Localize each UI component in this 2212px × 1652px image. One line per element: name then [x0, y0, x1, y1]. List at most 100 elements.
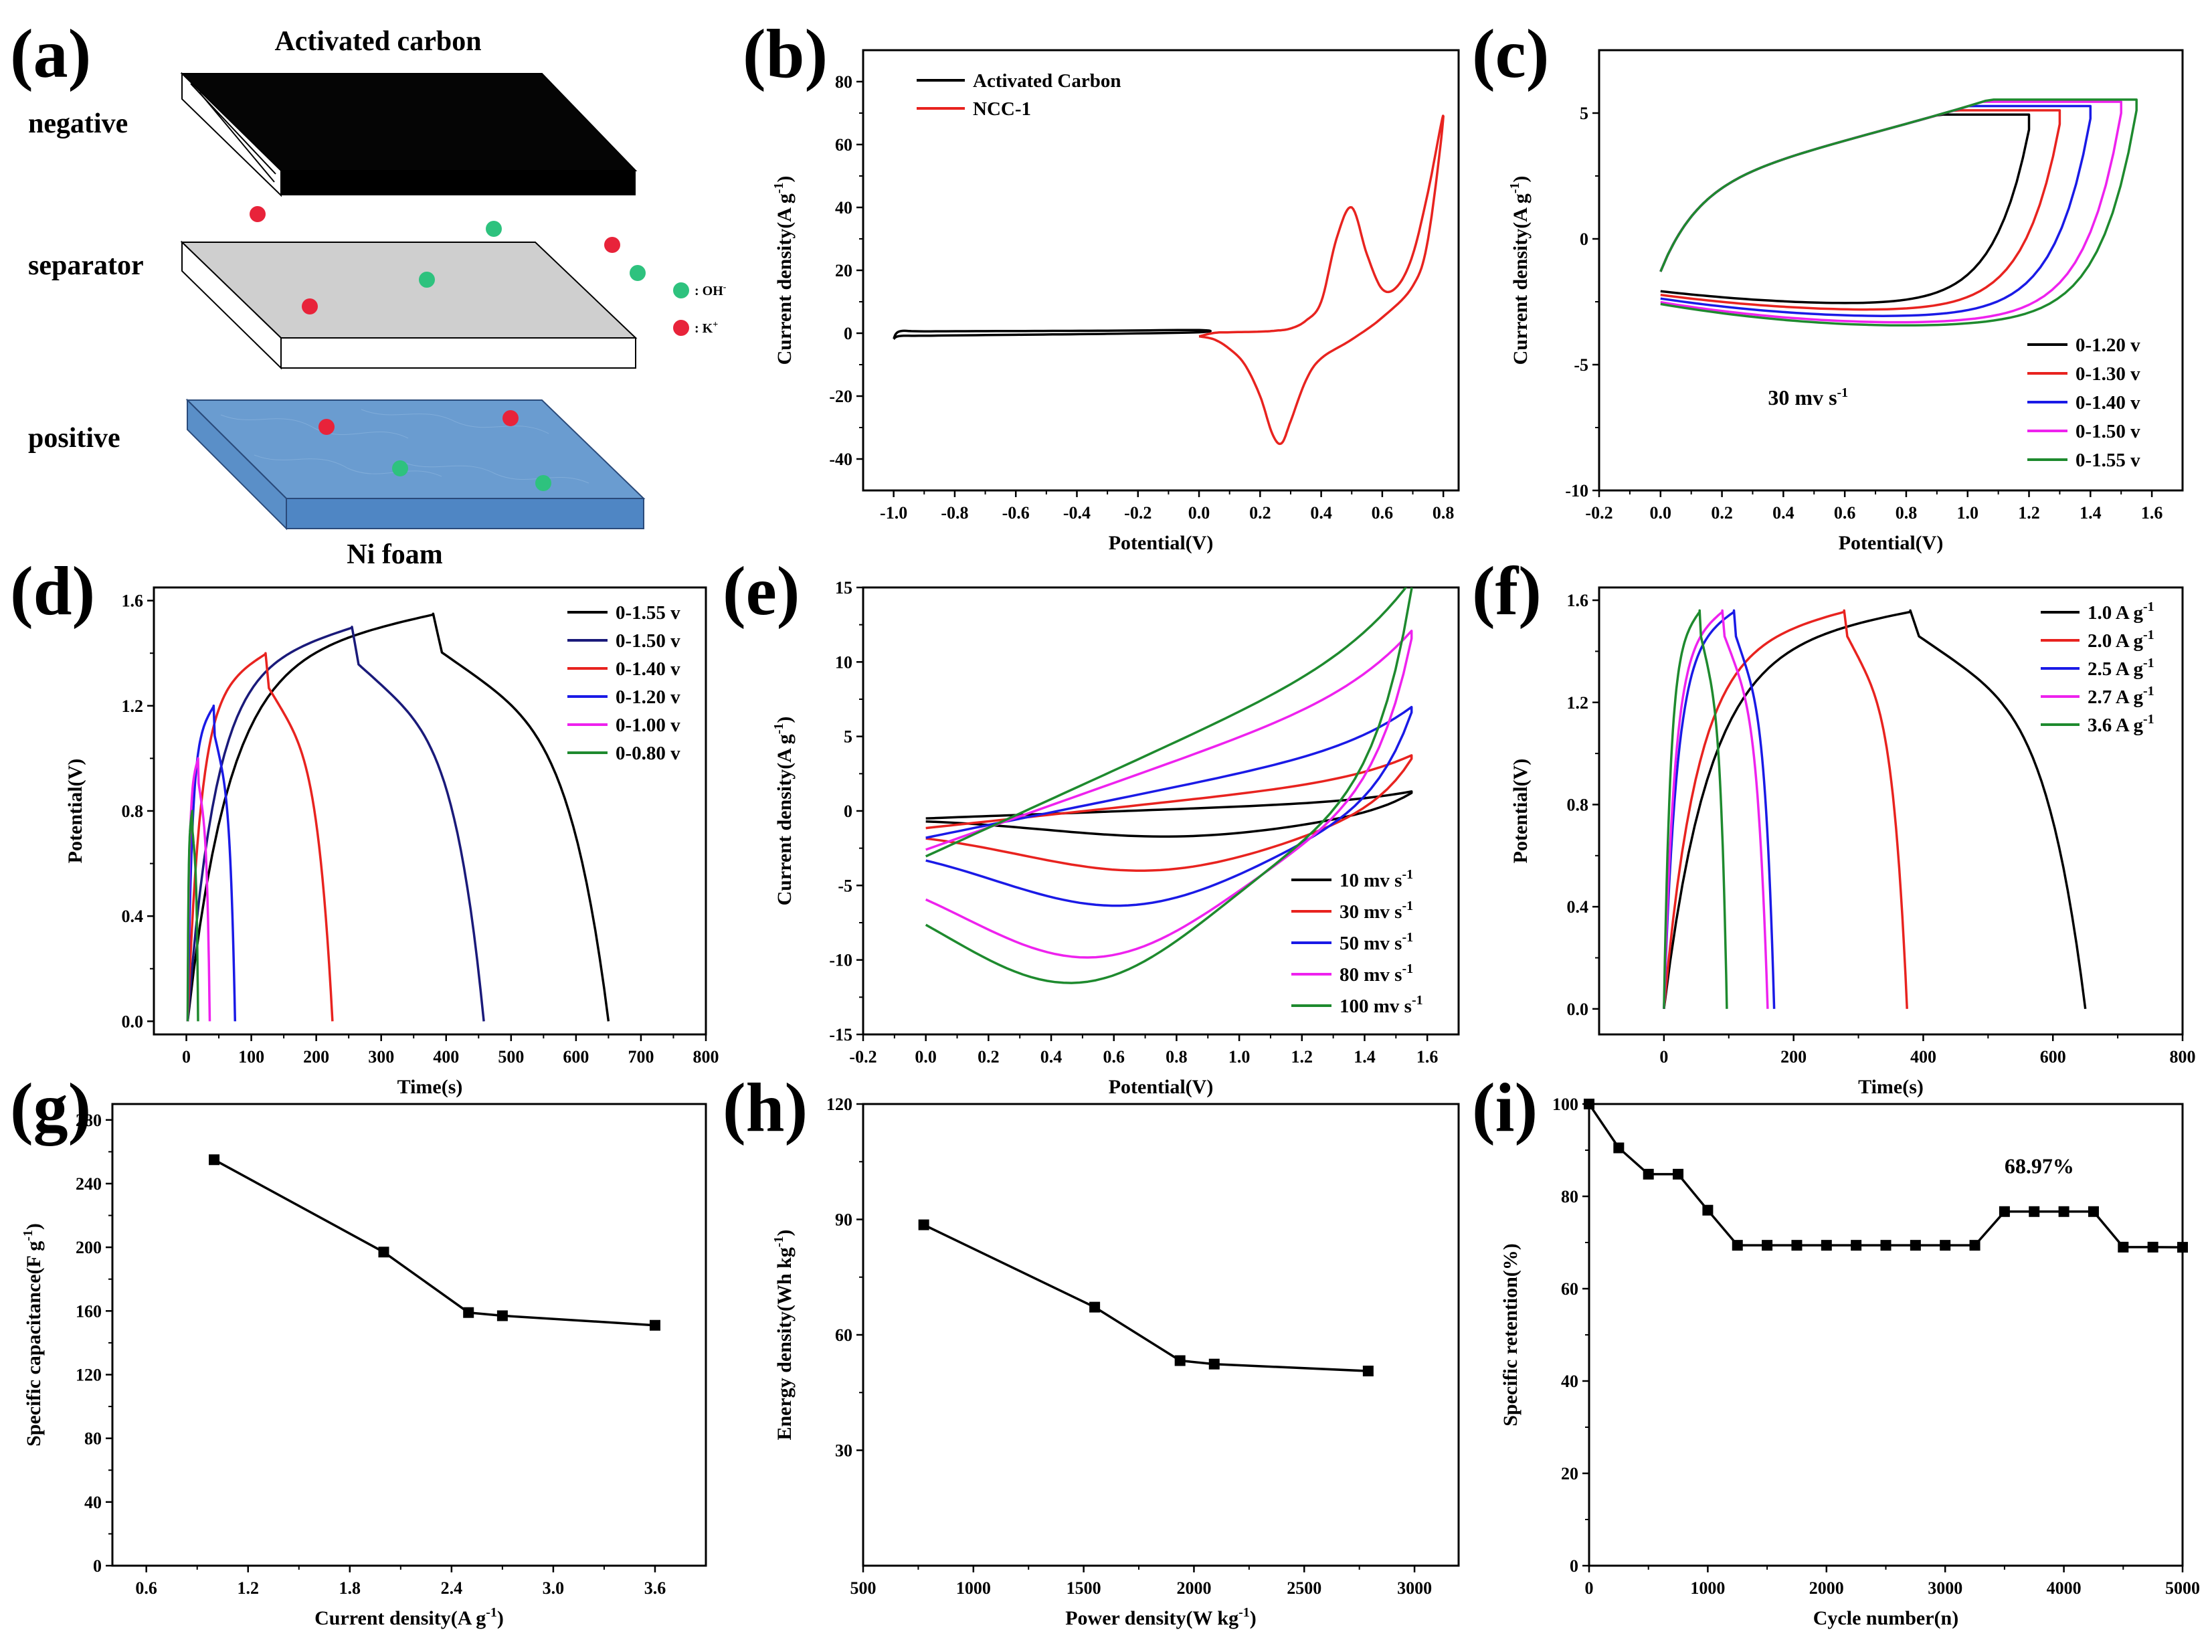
data-point	[1643, 1168, 1654, 1180]
y-tick-label: 80	[1561, 1187, 1578, 1206]
panel-label-a: (a)	[10, 15, 91, 92]
data-point	[1851, 1240, 1862, 1251]
cv-curve-activated-carbon	[893, 329, 1212, 341]
legend-entry: 0-1.40 v	[616, 658, 680, 680]
panel-i: (i) 0 1000 2000 3000 4000 5000 0 20 40 60 80 100 Cycl…	[1472, 1069, 2200, 1629]
x-axis-label: Current density(A g-1)	[314, 1605, 504, 1629]
y-tick-label: 1.6	[122, 591, 144, 611]
x-tick-label: 0.6	[1103, 1047, 1125, 1067]
panel-label-c: (c)	[1472, 15, 1549, 92]
x-tick-label: 1.0	[1956, 503, 1978, 523]
y-tick-label: -40	[829, 450, 852, 469]
y-tick-label: 0	[844, 802, 852, 821]
y-tick-label: 1.2	[1567, 693, 1589, 713]
cv-curve	[925, 790, 1413, 838]
legend-entry: 3.6 A g-1	[2088, 712, 2154, 736]
x-tick-label: 5000	[2165, 1578, 2200, 1598]
panel-label-h: (h)	[723, 1069, 808, 1146]
gcd-curve	[186, 612, 610, 1022]
cv-curve	[925, 587, 1413, 984]
panel-label-g: (g)	[10, 1069, 91, 1146]
cv-curve	[1659, 104, 2092, 317]
y-axis-label: Current density(A g-1)	[1507, 176, 1532, 365]
data-point	[1880, 1240, 1892, 1251]
plot-frame-c	[1598, 49, 2184, 492]
negative-electrode	[180, 72, 638, 197]
y-axis-label: Potential(V)	[1509, 759, 1532, 864]
x-tick-label: 2000	[1176, 1578, 1211, 1598]
data-point	[1208, 1358, 1220, 1370]
x-tick-label: -0.8	[941, 503, 968, 523]
scan-rate-annotation: 30 mv s-1	[1768, 385, 1848, 409]
panel-a-schematic: (a) Activated carbon negative separator …	[10, 15, 727, 570]
oh-ion	[392, 460, 408, 476]
x-tick-label: -0.2	[1585, 503, 1612, 523]
x-tick-label: 0.2	[978, 1047, 1000, 1067]
x-tick-label: 400	[433, 1047, 459, 1067]
x-tick-label: 1.0	[1228, 1047, 1251, 1067]
oh-ion	[419, 272, 435, 288]
y-tick-label: 100	[1552, 1095, 1578, 1114]
y-tick-label: 60	[835, 1325, 852, 1345]
x-tick-label: 0	[1659, 1047, 1668, 1067]
legend-entry: 0-0.80 v	[616, 743, 680, 764]
plot-frame-h	[862, 1103, 1460, 1567]
y-tick-label: 20	[1561, 1464, 1578, 1483]
plot-frame-d	[153, 586, 707, 1036]
x-axis-label: Potential(V)	[1109, 1076, 1214, 1098]
data-point	[1910, 1240, 1921, 1251]
data-point	[649, 1319, 660, 1331]
k-ion	[318, 419, 335, 435]
legend-entry: NCC-1	[973, 98, 1031, 120]
x-tick-label: 1.4	[1354, 1047, 1376, 1067]
x-tick-label: 0	[182, 1047, 191, 1067]
x-tick-label: 400	[1910, 1047, 1936, 1067]
gcd-curve	[1663, 609, 1776, 1009]
legend-entry: 50 mv s-1	[1340, 930, 1413, 954]
data-point	[1584, 1099, 1594, 1109]
y-tick-label: 1.6	[1567, 591, 1589, 610]
y-tick-label: 40	[835, 198, 852, 217]
y-tick-label: 0	[844, 324, 852, 343]
x-tick-label: 1.4	[2080, 503, 2102, 523]
y-tick-label: 240	[76, 1174, 102, 1194]
x-axis-label: Potential(V)	[1839, 532, 1944, 554]
panel-h: (h) 500 1000 1500 2000 2500 3000 30 60 90 120 Power…	[723, 1069, 1460, 1629]
x-tick-label: 2500	[1287, 1578, 1321, 1598]
x-tick-label: 4000	[2047, 1578, 2082, 1598]
data-point	[1969, 1240, 1980, 1251]
gcd-curve	[186, 626, 485, 1022]
k-ion	[604, 237, 620, 253]
data-point	[918, 1219, 929, 1230]
scheme-title: Activated carbon	[274, 26, 481, 57]
plot-frame-f	[1598, 586, 2184, 1036]
data-point	[1821, 1240, 1832, 1251]
oh-ion	[486, 221, 502, 237]
data-point	[1613, 1142, 1625, 1154]
retention-annotation: 68.97%	[2005, 1154, 2074, 1178]
data-point	[2029, 1206, 2040, 1217]
legend-entry: 0-1.50 v	[2076, 421, 2140, 442]
y-tick-label: 0.0	[122, 1012, 144, 1031]
data-point	[2118, 1241, 2129, 1253]
x-tick-label: 600	[563, 1047, 589, 1067]
x-tick-label: 100	[238, 1047, 264, 1067]
x-tick-label: -0.2	[849, 1047, 877, 1067]
x-tick-label: 300	[368, 1047, 394, 1067]
x-axis-label: Time(s)	[1858, 1076, 1924, 1098]
panel-f: (f) 0 200 400 600 800 0.0 0.4 0.8 1.2 1.6 Time(s) Po…	[1472, 553, 2196, 1098]
legend-entry: Activated Carbon	[973, 70, 1121, 92]
panel-b: (b) -1.0 -0.8 -0.6 -0.4 -0.2 0.0 0.2 0.4 0.6 0.8 -4…	[743, 15, 1460, 554]
legend-entry: 0-1.50 v	[616, 630, 680, 652]
legend-entry: 2.5 A g-1	[2088, 656, 2154, 680]
scheme-negative-label: negative	[28, 108, 128, 139]
y-tick-label: -20	[829, 387, 852, 406]
x-tick-label: 500	[498, 1047, 524, 1067]
legend-entry: 1.0 A g-1	[2088, 600, 2154, 624]
y-tick-label: 0	[1570, 1556, 1578, 1576]
x-tick-label: 0.4	[1040, 1047, 1063, 1067]
y-tick-label: 5	[844, 727, 852, 747]
y-tick-label: 0.0	[1567, 1000, 1589, 1019]
legend-entry: 10 mv s-1	[1340, 867, 1413, 891]
y-axis-label: Energy density(Wh kg-1)	[771, 1229, 796, 1440]
